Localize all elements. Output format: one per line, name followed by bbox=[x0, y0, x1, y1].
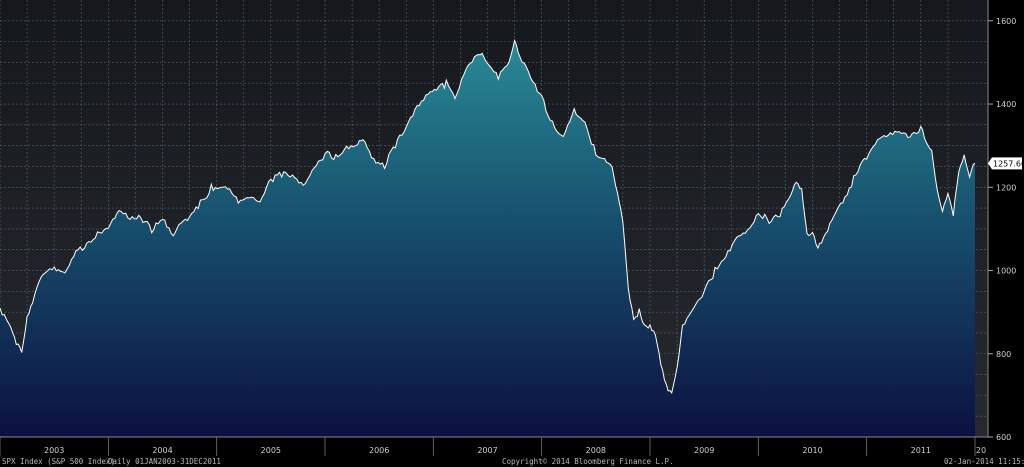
x-tick-label: 2006 bbox=[369, 446, 389, 455]
y-axis-panel bbox=[988, 0, 1024, 456]
x-tick-label: 2004 bbox=[152, 446, 172, 455]
x-tick-label: 2010 bbox=[802, 446, 822, 455]
x-tick-label: 2009 bbox=[694, 446, 714, 455]
y-tick-label: 1400 bbox=[996, 100, 1016, 109]
x-tick-label: 2007 bbox=[477, 446, 497, 455]
y-tick-label: 1600 bbox=[996, 17, 1016, 26]
y-tick-label: 1000 bbox=[996, 267, 1016, 276]
x-tick-label: 2011 bbox=[911, 446, 931, 455]
date-range: Daily 01JAN2003-31DEC2011 bbox=[108, 457, 221, 466]
x-axis-ticks: 2003 2004 2005 2006 2007 2008 2009 2010 2011 20 bbox=[0, 437, 986, 456]
x-tick-label: 20 bbox=[976, 446, 986, 455]
y-tick-label: 800 bbox=[996, 350, 1011, 359]
timestamp: 02-Jan-2014 11:15:54 bbox=[944, 457, 1024, 466]
price-area bbox=[0, 40, 975, 437]
y-tick-label: 600 bbox=[996, 433, 1011, 442]
last-value-label: 1257.60 bbox=[993, 159, 1024, 168]
x-tick-label: 2003 bbox=[44, 446, 64, 455]
x-axis-panel bbox=[0, 437, 988, 456]
chart-footer: SPX Index (S&P 500 Index) Daily 01JAN200… bbox=[0, 456, 1024, 467]
series-name: SPX Index (S&P 500 Index) bbox=[2, 457, 115, 466]
price-line bbox=[0, 38, 976, 395]
last-value-marker: 1257.60 bbox=[988, 157, 1024, 170]
x-tick-label: 2008 bbox=[586, 446, 606, 455]
x-tick-label: 2005 bbox=[261, 446, 281, 455]
y-axis-ticks: 600 800 1000 1200 1400 1600 bbox=[988, 17, 1016, 442]
y-tick-label: 1200 bbox=[996, 183, 1016, 192]
copyright-text: Copyright© 2014 Bloomberg Finance L.P. bbox=[502, 457, 674, 466]
last-value-box bbox=[988, 157, 1022, 170]
